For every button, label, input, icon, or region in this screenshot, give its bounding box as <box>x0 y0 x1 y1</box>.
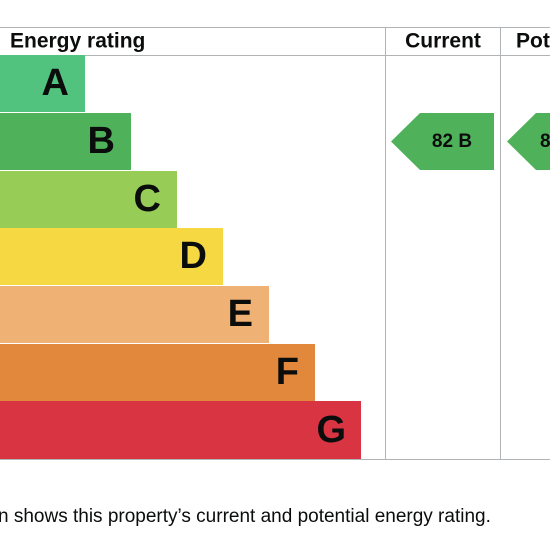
potential-rating-arrow <box>507 113 550 170</box>
potential-rating-label: 8 <box>540 131 550 152</box>
band-letter: E <box>228 293 253 335</box>
current-rating-label: 82 B <box>432 131 472 152</box>
band-letter: G <box>316 409 346 451</box>
band-bar <box>0 55 85 112</box>
band-letter: A <box>42 62 69 104</box>
band-bar <box>0 228 223 285</box>
band-letter: C <box>134 178 161 220</box>
band-letter: B <box>88 120 115 162</box>
band-bar <box>0 344 315 401</box>
band-bar <box>0 286 269 343</box>
band-bar <box>0 171 177 228</box>
table-lines <box>0 27 550 460</box>
band-letter: F <box>276 351 299 393</box>
band-bar <box>0 113 131 170</box>
band-letter: D <box>180 235 207 277</box>
current-rating-arrow <box>391 113 494 170</box>
header-current: Current <box>405 30 481 53</box>
header-energy-rating: Energy rating <box>10 30 145 53</box>
caption: n shows this property’s current and pote… <box>0 506 491 527</box>
band-bar <box>0 401 361 459</box>
header-potential: Pot <box>516 30 550 53</box>
